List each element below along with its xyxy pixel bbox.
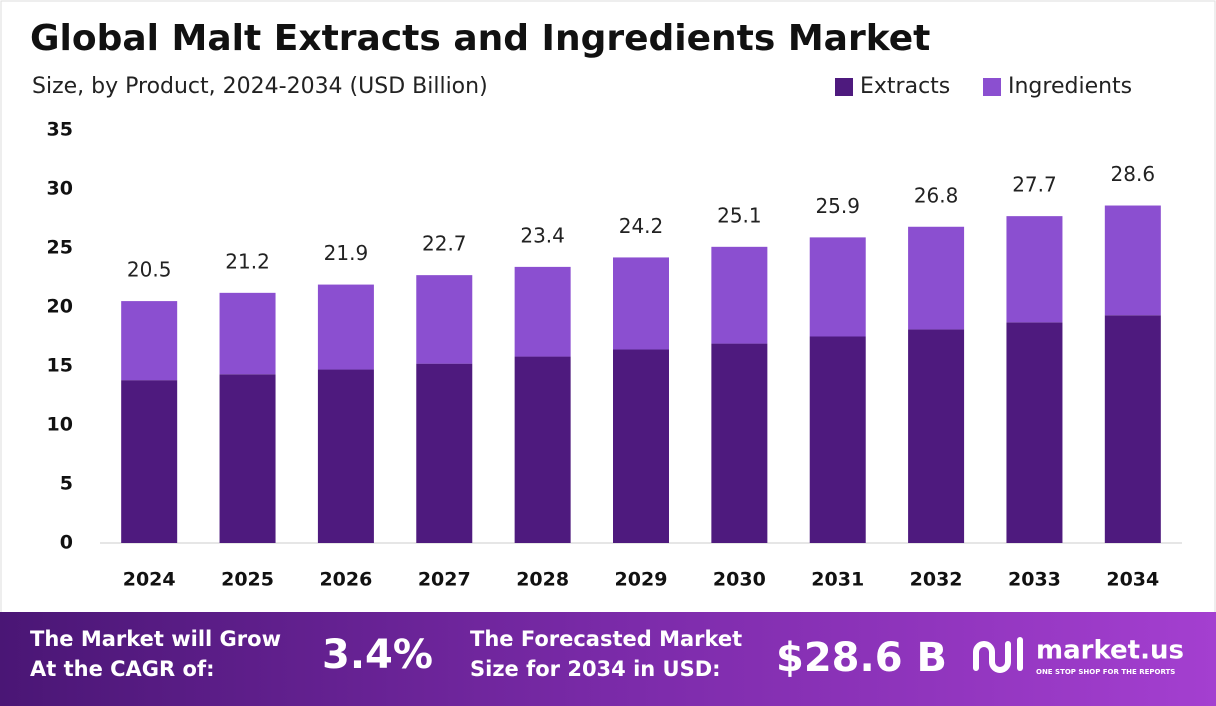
- bar-segment: [219, 292, 276, 375]
- footer-text: The Market will Grow: [30, 627, 281, 651]
- bar-segment: [711, 343, 768, 543]
- bar-segment: [908, 226, 965, 330]
- bar-segment: [809, 336, 866, 543]
- bar-segment: [416, 363, 473, 543]
- y-tick-label: 10: [47, 414, 73, 436]
- x-tick-label: 2026: [319, 569, 372, 591]
- total-label: 23.4: [520, 223, 565, 247]
- footer-banner: [0, 612, 1216, 706]
- legend-label: Extracts: [860, 74, 950, 99]
- brand-name: market.us: [1036, 636, 1184, 666]
- bar-segment: [416, 275, 473, 364]
- y-tick-label: 25: [47, 237, 73, 259]
- y-tick-label: 5: [60, 473, 73, 495]
- x-tick-label: 2031: [811, 569, 864, 591]
- bar-segment: [1104, 205, 1161, 316]
- y-tick-label: 20: [47, 296, 73, 318]
- x-tick-label: 2025: [221, 569, 274, 591]
- y-tick-label: 15: [47, 355, 73, 377]
- brand-logo: [973, 637, 1023, 673]
- bar-segment: [514, 266, 571, 357]
- footer-text: The Forecasted Market: [470, 627, 742, 651]
- total-label: 22.7: [422, 232, 467, 256]
- forecast-value: $28.6 B: [776, 635, 947, 681]
- y-tick-label: 35: [47, 119, 73, 141]
- bar-segment: [121, 380, 178, 543]
- bar-segment: [1006, 322, 1063, 543]
- legend-label: Ingredients: [1008, 74, 1132, 99]
- total-label: 26.8: [914, 183, 959, 207]
- total-label: 25.9: [815, 194, 860, 218]
- footer-text: Size for 2034 in USD:: [470, 657, 721, 681]
- bar-segment: [219, 374, 276, 543]
- x-tick-label: 2029: [615, 569, 668, 591]
- total-label: 21.9: [324, 241, 369, 265]
- bar-segment: [121, 301, 178, 381]
- chart-title: Global Malt Extracts and Ingredients Mar…: [30, 18, 930, 59]
- y-tick-label: 30: [47, 178, 73, 200]
- bar-segment: [514, 356, 571, 543]
- bar-segment: [908, 329, 965, 543]
- footer: The Market will Grow At the CAGR of: 3.4…: [30, 627, 1184, 681]
- bar-segment: [1006, 216, 1063, 323]
- footer-text: At the CAGR of:: [30, 657, 215, 681]
- x-tick-label: 2032: [910, 569, 963, 591]
- bar-segment: [613, 349, 669, 543]
- legend-swatch: [835, 78, 853, 96]
- bar-segment: [1104, 315, 1161, 543]
- chart-subtitle: Size, by Product, 2024-2034 (USD Billion…: [32, 74, 488, 99]
- total-label: 28.6: [1111, 162, 1156, 186]
- x-tick-label: 2024: [123, 569, 176, 591]
- bar-segment: [613, 257, 669, 350]
- total-label: 20.5: [127, 258, 172, 282]
- bar-segment: [711, 246, 768, 344]
- brand-tagline: ONE STOP SHOP FOR THE REPORTS: [1036, 668, 1175, 676]
- total-label: 25.1: [717, 203, 762, 227]
- bar-segment: [317, 369, 374, 543]
- total-label: 24.2: [619, 214, 664, 238]
- legend-swatch: [983, 78, 1001, 96]
- cagr-value: 3.4%: [322, 632, 433, 678]
- x-tick-label: 2034: [1106, 569, 1159, 591]
- y-tick-label: 0: [60, 532, 73, 554]
- bar-segment: [317, 284, 374, 370]
- x-tick-label: 2033: [1008, 569, 1061, 591]
- x-tick-label: 2027: [418, 569, 471, 591]
- bar-segment: [809, 237, 866, 337]
- total-label: 27.7: [1012, 173, 1057, 197]
- total-label: 21.2: [225, 249, 270, 273]
- x-tick-label: 2028: [516, 569, 569, 591]
- x-tick-label: 2030: [713, 569, 766, 591]
